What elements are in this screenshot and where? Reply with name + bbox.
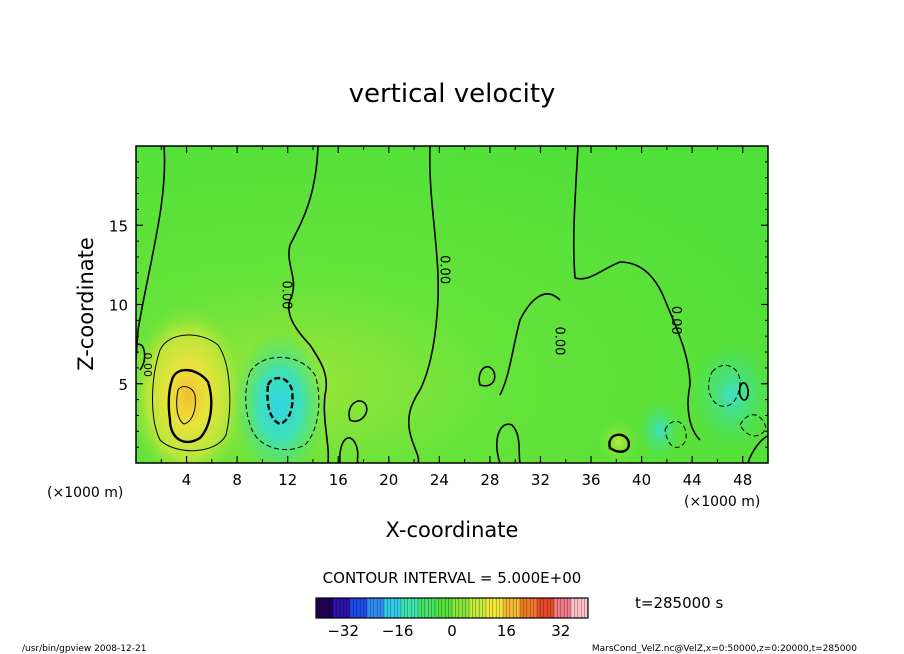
time-label: t=285000 s bbox=[635, 594, 723, 612]
colorbar-ticks: −32 −16 0 16 32 bbox=[327, 622, 570, 640]
negative-contours bbox=[245, 356, 767, 451]
x-unit-right: (×1000 m) bbox=[684, 494, 760, 510]
y-tick-label: 10 bbox=[109, 297, 128, 315]
x-tick-label: 32 bbox=[531, 471, 550, 489]
x-tick-label: 16 bbox=[329, 471, 348, 489]
x-tick-label: 12 bbox=[278, 471, 297, 489]
x-unit-left: (×1000 m) bbox=[47, 485, 123, 501]
x-tick-label: 24 bbox=[430, 471, 449, 489]
x-tick-label: 48 bbox=[733, 471, 752, 489]
colorbar-tick-label: 16 bbox=[497, 622, 516, 640]
zero-contour-labels: 0.00 0.00 0.00 0.00 0.00 bbox=[141, 255, 683, 377]
x-axis-label: X-coordinate bbox=[386, 518, 519, 542]
colorbar-swatch bbox=[486, 598, 504, 618]
colorbar-swatch bbox=[554, 598, 572, 618]
colorbar-swatch bbox=[367, 598, 385, 618]
footer-right: MarsCond_VelZ.nc@VelZ,x=0:50000,z=0:2000… bbox=[592, 644, 857, 654]
colorbar-swatch bbox=[469, 598, 487, 618]
colorbar-swatch bbox=[537, 598, 555, 618]
x-tick-label: 8 bbox=[232, 471, 242, 489]
colorbar-swatch bbox=[452, 598, 470, 618]
negative-strong-contours bbox=[266, 376, 294, 426]
colorbar-frame bbox=[315, 597, 589, 619]
colorbar-swatch bbox=[316, 598, 334, 618]
chart-title: vertical velocity bbox=[349, 79, 556, 109]
zero-contour-label: 0.00 bbox=[141, 352, 154, 377]
y-tick-label: 5 bbox=[118, 376, 128, 394]
updraft-region bbox=[136, 305, 246, 463]
zero-contour-label: 0.00 bbox=[552, 326, 567, 355]
zero-contour-label: 0.00 bbox=[668, 306, 683, 335]
weak-updraft-region bbox=[598, 420, 638, 463]
positive-contours bbox=[167, 368, 631, 453]
footer-left: /usr/bin/gpview 2008-12-21 bbox=[22, 644, 146, 654]
colorbar-swatch bbox=[571, 598, 589, 618]
y-tick-label: 15 bbox=[109, 217, 128, 235]
colorbar-swatch bbox=[333, 598, 351, 618]
y-axis-label: Z-coordinate bbox=[74, 237, 98, 371]
x-tick-label: 40 bbox=[632, 471, 651, 489]
contour-interval-text: CONTOUR INTERVAL = 5.000E+00 bbox=[323, 569, 582, 587]
colorbar-swatch bbox=[401, 598, 419, 618]
colorbar-swatch bbox=[435, 598, 453, 618]
x-tick-label: 20 bbox=[379, 471, 398, 489]
colorbar-tick-label: 32 bbox=[551, 622, 570, 640]
colorbar-swatch bbox=[503, 598, 521, 618]
x-tick-label: 4 bbox=[182, 471, 192, 489]
weak-contours bbox=[152, 334, 231, 452]
x-tick-label: 44 bbox=[683, 471, 702, 489]
colorbar-tick-label: −32 bbox=[327, 622, 359, 640]
x-tick-label: 28 bbox=[480, 471, 499, 489]
x-axis: 4 8 12 16 20 24 28 32 36 40 44 48 bbox=[160, 146, 752, 489]
colorbar-swatch bbox=[418, 598, 436, 618]
y-axis: 5 10 15 bbox=[109, 161, 768, 448]
zero-contour-label: 0.00 bbox=[279, 281, 294, 310]
colorbar-tick-label: 0 bbox=[447, 622, 457, 640]
colorbar-swatch bbox=[520, 598, 538, 618]
weak-downdraft-region bbox=[638, 400, 682, 460]
colorbar bbox=[315, 597, 589, 619]
downdraft-region bbox=[232, 330, 328, 463]
zero-contours bbox=[136, 146, 768, 463]
colorbar-swatch bbox=[384, 598, 402, 618]
colorbar-tick-label: −16 bbox=[382, 622, 414, 640]
weak-downdraft-region bbox=[690, 340, 768, 450]
x-tick-label: 36 bbox=[581, 471, 600, 489]
colorbar-swatch bbox=[350, 598, 368, 618]
plot-area bbox=[135, 145, 769, 464]
zero-contour-label: 0.00 bbox=[437, 255, 452, 284]
